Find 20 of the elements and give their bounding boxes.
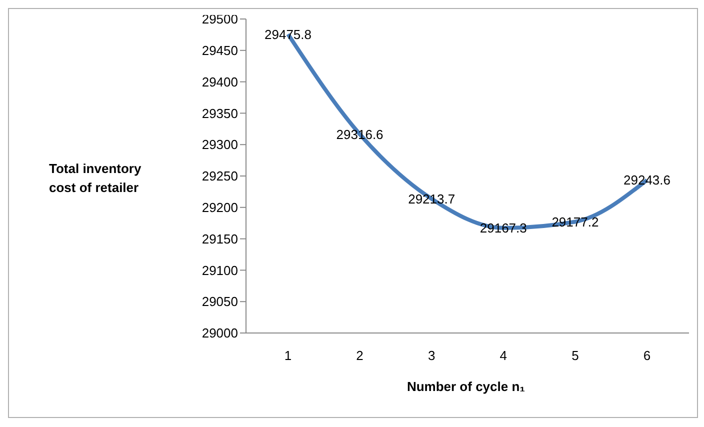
x-tick-label: 6 xyxy=(643,348,651,364)
data-label: 29475.8 xyxy=(264,26,312,42)
y-tick-label: 29350 xyxy=(202,106,238,121)
y-tick-label: 29050 xyxy=(202,294,238,310)
y-tick-label: 29100 xyxy=(202,262,238,278)
y-tick-label: 29300 xyxy=(202,137,238,152)
x-tick-label: 3 xyxy=(428,348,436,364)
y-tick-label: 29400 xyxy=(202,74,238,90)
x-tick-label: 1 xyxy=(284,348,292,364)
x-tick-label: 2 xyxy=(356,348,364,364)
y-axis-title: Total inventory cost of retailer xyxy=(49,160,142,197)
data-label: 29243.6 xyxy=(624,172,670,188)
x-tick-label: 4 xyxy=(500,348,508,364)
y-tick-label: 29200 xyxy=(202,200,238,216)
y-tick-label: 29000 xyxy=(202,326,238,341)
y-tick-label: 29250 xyxy=(202,168,238,184)
y-tick-label: 29450 xyxy=(202,43,238,58)
x-tick-label: 5 xyxy=(572,348,579,364)
y-tick-label: 29150 xyxy=(202,231,238,246)
x-axis-title: Number of cycle n₁ xyxy=(406,379,526,394)
